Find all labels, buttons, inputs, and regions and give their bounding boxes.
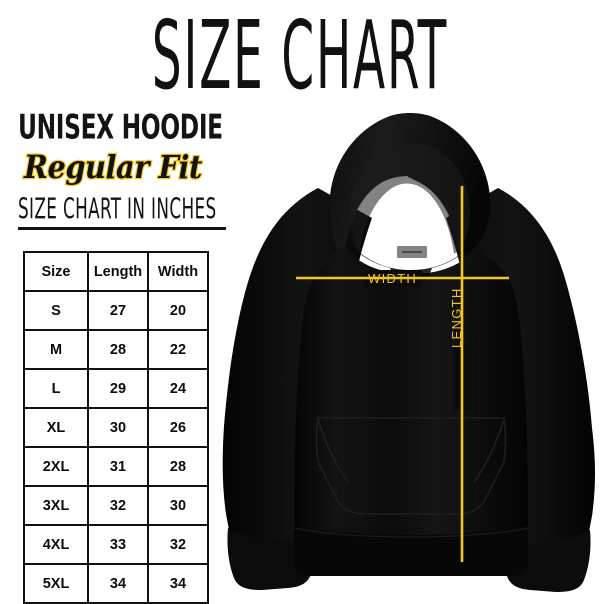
- units-heading-underline: SIZE CHART IN INCHES: [18, 193, 226, 230]
- cell-length: 31: [87, 446, 149, 487]
- hoodie-hood: [329, 113, 491, 258]
- cell-length: 28: [87, 329, 149, 370]
- cell-length: 32: [87, 485, 149, 526]
- length-measure-label: LENGTH: [449, 287, 464, 348]
- cell-length: 27: [87, 290, 149, 331]
- cell-width: 26: [147, 407, 209, 448]
- table-row: S 27 20: [23, 290, 209, 331]
- column-header-width: Width: [147, 251, 209, 292]
- units-heading: SIZE CHART IN INCHES: [18, 193, 217, 227]
- size-table: Size Length Width S 27 20 M 28 22 L 29 2…: [23, 251, 209, 604]
- width-measure-label: WIDTH: [368, 271, 418, 286]
- cell-width: 34: [147, 563, 209, 604]
- body-fold-1: [340, 295, 345, 515]
- cell-length: 29: [87, 368, 149, 409]
- cell-width: 30: [147, 485, 209, 526]
- pocket-opening-left: [317, 419, 349, 483]
- table-row: L 29 24: [23, 368, 209, 409]
- cell-size: L: [23, 368, 89, 409]
- cell-width: 22: [147, 329, 209, 370]
- cell-length: 33: [87, 524, 149, 565]
- hoodie-hem-ribbing: [294, 526, 528, 576]
- page-title: SIZE CHART: [151, 0, 449, 111]
- hoodie-left-cuff: [227, 528, 316, 590]
- table-row: M 28 22: [23, 329, 209, 370]
- cell-length: 30: [87, 407, 149, 448]
- neck-brand-label-text: [402, 251, 422, 253]
- hoodie-hood-inner-shadow: [349, 143, 471, 254]
- hoodie-graphic-icon: [222, 113, 595, 592]
- cell-size: 4XL: [23, 524, 89, 565]
- cell-size: 2XL: [23, 446, 89, 487]
- cell-size: XL: [23, 407, 89, 448]
- cell-length: 34: [87, 563, 149, 604]
- cell-size: 3XL: [23, 485, 89, 526]
- table-row: 2XL 31 28: [23, 446, 209, 487]
- hoodie-illustration: [222, 96, 600, 600]
- column-header-length: Length: [87, 251, 149, 292]
- product-name-heading: UNISEX HOODIE: [18, 107, 223, 148]
- table-row: 5XL 34 34: [23, 563, 209, 604]
- table-row: 3XL 32 30: [23, 485, 209, 526]
- kangaroo-pocket: [315, 417, 507, 515]
- table-row: 4XL 33 32: [23, 524, 209, 565]
- cell-size: 5XL: [23, 563, 89, 604]
- table-header-row: Size Length Width: [23, 251, 209, 292]
- cell-width: 24: [147, 368, 209, 409]
- body-fold-2: [475, 295, 480, 515]
- column-header-size: Size: [23, 251, 89, 292]
- hem-top-seam: [293, 527, 529, 538]
- left-info-column: UNISEX HOODIE Regular Fit SIZE CHART IN …: [18, 107, 232, 230]
- cell-width: 32: [147, 524, 209, 565]
- fit-type-heading: Regular Fit: [23, 148, 204, 187]
- cell-size: S: [23, 290, 89, 331]
- cell-width: 28: [147, 446, 209, 487]
- shoulder-seam-right: [475, 247, 513, 285]
- cell-width: 20: [147, 290, 209, 331]
- hoodie-body: [294, 246, 528, 576]
- table-row: XL 30 26: [23, 407, 209, 448]
- shoulder-seam-left: [309, 247, 347, 285]
- cell-size: M: [23, 329, 89, 370]
